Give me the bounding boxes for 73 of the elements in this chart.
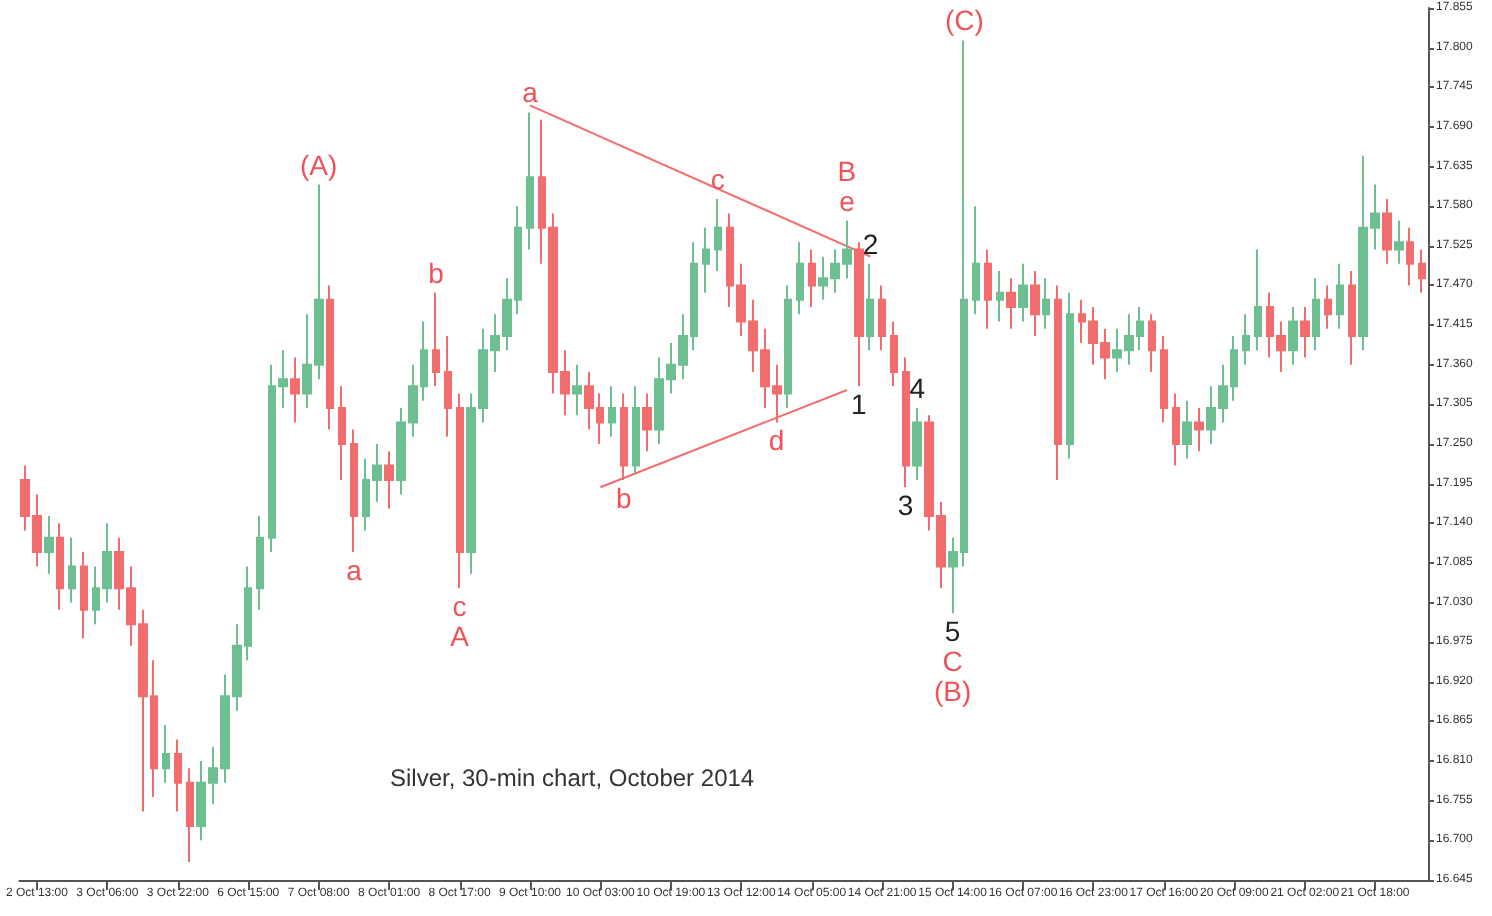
- text: B e: [837, 154, 857, 217]
- candlestick: [632, 385, 640, 474]
- text: b: [428, 256, 444, 289]
- text: 1: [850, 388, 867, 421]
- candlestick: [256, 515, 264, 611]
- candlestick: [432, 291, 440, 388]
- candlestick: [1300, 306, 1310, 359]
- candlestick: [878, 284, 886, 352]
- candlestick: [384, 450, 394, 510]
- candlestick: [56, 522, 64, 611]
- candlestick: [1288, 306, 1298, 366]
- candlestick: [1418, 248, 1426, 294]
- text: 4: [909, 371, 926, 404]
- candlestick: [1312, 277, 1320, 352]
- candlestick: [456, 392, 464, 590]
- candlestick: [80, 551, 88, 640]
- candlestick: [444, 334, 452, 438]
- text: (C): [944, 4, 984, 37]
- candlestick: [912, 406, 922, 482]
- candlestick: [1194, 406, 1204, 453]
- candlestick: [1066, 291, 1074, 460]
- candlestick: [1254, 248, 1262, 352]
- text: c: [710, 162, 725, 195]
- candlestick: [784, 284, 792, 409]
- candlestick: [996, 270, 1004, 323]
- candlestick: [186, 767, 194, 863]
- text: Silver, 30-min chart, October 2014: [390, 764, 755, 792]
- text: d: [768, 424, 785, 457]
- candlestick: [972, 205, 980, 316]
- candlestick: [1042, 277, 1050, 330]
- text: (A): [300, 148, 338, 181]
- candlestick: [1006, 277, 1016, 330]
- candlestick: [1148, 313, 1156, 373]
- candlestick: [642, 392, 652, 453]
- candlestick: [608, 385, 616, 438]
- candlestick: [572, 363, 582, 417]
- candlestick: [326, 284, 334, 431]
- text: c A: [450, 590, 469, 653]
- candlestick: [1348, 270, 1356, 366]
- candlestick: [1160, 334, 1168, 424]
- candlestick: [1406, 226, 1414, 287]
- text: 2: [862, 227, 879, 260]
- text: 3: [897, 489, 914, 522]
- candlestick: [902, 356, 910, 489]
- candlestick: [1336, 262, 1344, 330]
- candlestick: [68, 536, 76, 604]
- candlestick: [714, 197, 722, 273]
- candlestick: [174, 738, 182, 813]
- text: b: [616, 482, 632, 515]
- candlestick: [290, 356, 300, 424]
- candlestick: [1172, 392, 1180, 467]
- candlestick: [1394, 219, 1404, 265]
- candlestick: [44, 515, 54, 575]
- candlestick: [866, 262, 874, 352]
- candlestick: [1054, 284, 1062, 482]
- text: a: [522, 76, 538, 109]
- candlestick: [162, 724, 170, 784]
- candlestick: [1030, 270, 1040, 337]
- candlestick: [1324, 284, 1332, 330]
- text: a: [346, 554, 362, 587]
- candlestick: [1182, 399, 1192, 460]
- candlestick: [1382, 197, 1392, 265]
- candlestick: [808, 248, 816, 309]
- candlestick: [984, 248, 992, 330]
- candlestick: [338, 385, 346, 482]
- candlestick: [890, 320, 898, 388]
- candlestick: [526, 111, 534, 251]
- candlestick: [1242, 313, 1250, 366]
- candlestick: [350, 428, 358, 554]
- candlestick: [1018, 262, 1028, 323]
- candlestick: [796, 241, 804, 316]
- text: 5 C (B): [933, 615, 972, 708]
- candlestick: [702, 226, 710, 294]
